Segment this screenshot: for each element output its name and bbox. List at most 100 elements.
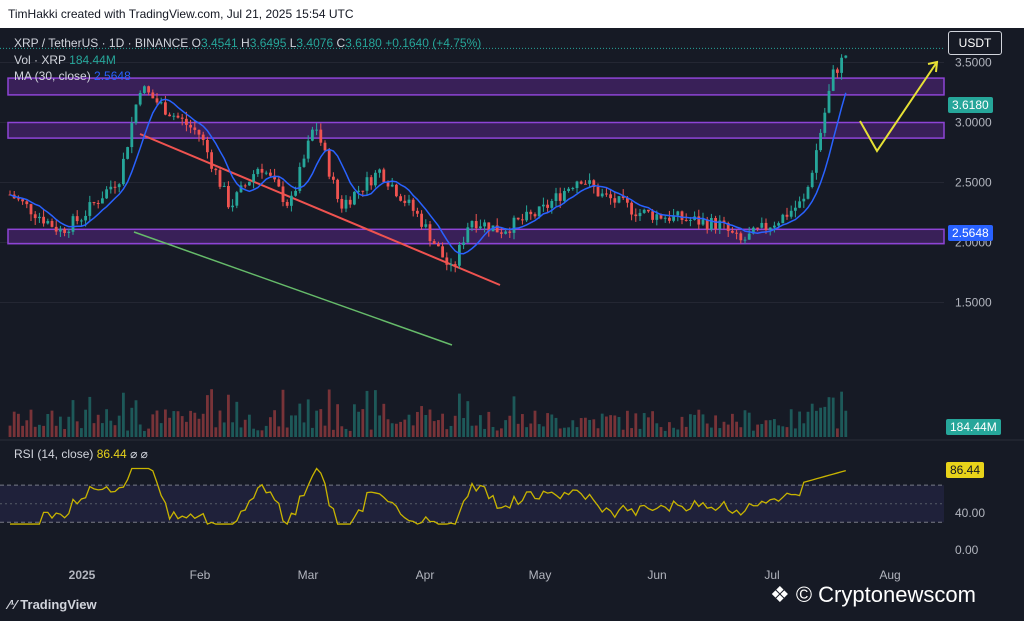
volume-bar: [8, 425, 12, 437]
volume-bar: [403, 419, 407, 437]
volume-bar: [479, 415, 482, 437]
volume-bar: [260, 430, 264, 437]
volume-bar: [231, 422, 234, 437]
candle-body: [689, 219, 692, 221]
time-tick-label: Mar: [298, 568, 319, 582]
candle-body: [550, 200, 554, 208]
candle-body: [206, 139, 209, 153]
volume-bar: [428, 409, 432, 437]
volume-bar: [143, 430, 146, 437]
candle-body: [50, 221, 54, 227]
volume-bar: [432, 421, 436, 437]
candle-body: [361, 190, 365, 192]
candle-body: [621, 196, 625, 199]
candle-body: [802, 198, 806, 202]
volume-bar: [71, 400, 75, 437]
candle-body: [558, 193, 562, 201]
price-tick-label: 2.5000: [955, 176, 992, 190]
candle-body: [399, 196, 402, 201]
candle-body: [416, 210, 419, 214]
candle-body: [596, 187, 600, 197]
candle-body: [739, 233, 743, 241]
volume-bar: [798, 411, 801, 437]
candle-body: [38, 216, 41, 219]
candle-body: [449, 264, 453, 266]
volume-bar: [252, 428, 255, 437]
candle-body: [668, 217, 671, 221]
candle-body: [96, 203, 100, 205]
volume-bar: [458, 393, 461, 437]
rsi-price-label: 86.44: [946, 462, 985, 478]
candle-body: [260, 168, 264, 173]
volume-bar: [264, 425, 268, 437]
candle-body: [571, 188, 575, 190]
candle-body: [348, 199, 352, 205]
chart-area[interactable]: 1.50002.00002.50003.00003.50004.00000.00…: [0, 28, 1024, 593]
volume-bar: [621, 429, 625, 437]
volume-bar: [67, 416, 71, 437]
volume-bar: [374, 390, 377, 437]
candle-body: [474, 221, 478, 229]
candle-body: [71, 216, 75, 232]
candle-body: [248, 181, 251, 186]
volume-bar: [764, 420, 768, 437]
volume-bar: [445, 429, 449, 437]
volume-bar: [516, 423, 520, 437]
volume-bar: [823, 406, 827, 437]
volume-bar: [794, 428, 797, 437]
candle-body: [663, 217, 667, 219]
volume-bar: [378, 415, 381, 437]
candle-body: [92, 202, 96, 204]
candle-body: [588, 180, 591, 184]
volume-bar: [735, 421, 738, 437]
rsi-label: RSI (14, close): [14, 447, 94, 461]
candle-body: [680, 211, 684, 220]
candle-body: [504, 231, 507, 234]
volume-bar: [281, 389, 285, 437]
volume-bar: [525, 427, 528, 437]
candle-body: [101, 198, 104, 204]
candle-body: [722, 220, 726, 223]
volume-bar: [533, 410, 537, 437]
candle-body: [201, 134, 205, 140]
candle-body: [378, 169, 381, 173]
rsi-icons: ⌀ ⌀: [130, 447, 148, 461]
candle-body: [46, 221, 50, 224]
candle-body: [785, 214, 789, 217]
volume-bar: [676, 429, 680, 437]
candle-body: [155, 98, 159, 103]
candle-body: [605, 193, 608, 195]
volume-bar: [609, 415, 612, 437]
candle-body: [428, 224, 432, 242]
volume-bar: [773, 419, 776, 437]
cryptonews-text: Cryptonewscom: [818, 582, 976, 607]
volume-bar: [361, 409, 365, 437]
candle-body: [806, 186, 810, 199]
volume-bar: [420, 406, 423, 437]
candle-body: [617, 196, 621, 203]
currency-button[interactable]: USDT: [948, 31, 1002, 55]
volume-bar: [197, 418, 201, 437]
volume-bar: [542, 426, 545, 437]
candle-body: [542, 204, 545, 207]
volume-bar: [710, 427, 713, 437]
candle-body: [386, 182, 390, 187]
volume-bar: [659, 427, 663, 437]
volume-bar: [248, 414, 251, 437]
volume-bar: [550, 414, 554, 437]
candle-body: [819, 132, 822, 151]
candle-body: [67, 231, 71, 233]
candle-body: [642, 209, 646, 213]
volume-bar: [138, 424, 142, 437]
candle-body: [840, 57, 843, 73]
time-tick-label: Apr: [416, 568, 435, 582]
volume-bar: [588, 419, 591, 437]
volume-bar: [449, 425, 453, 437]
rsi-value: 86.44: [96, 447, 127, 461]
diamond-logo-icon: ❖: [770, 582, 790, 607]
candle-body: [714, 217, 717, 230]
volume-bar: [466, 401, 470, 437]
candle-body: [659, 214, 663, 219]
candle-body: [567, 188, 570, 191]
volume-bar: [273, 410, 276, 437]
